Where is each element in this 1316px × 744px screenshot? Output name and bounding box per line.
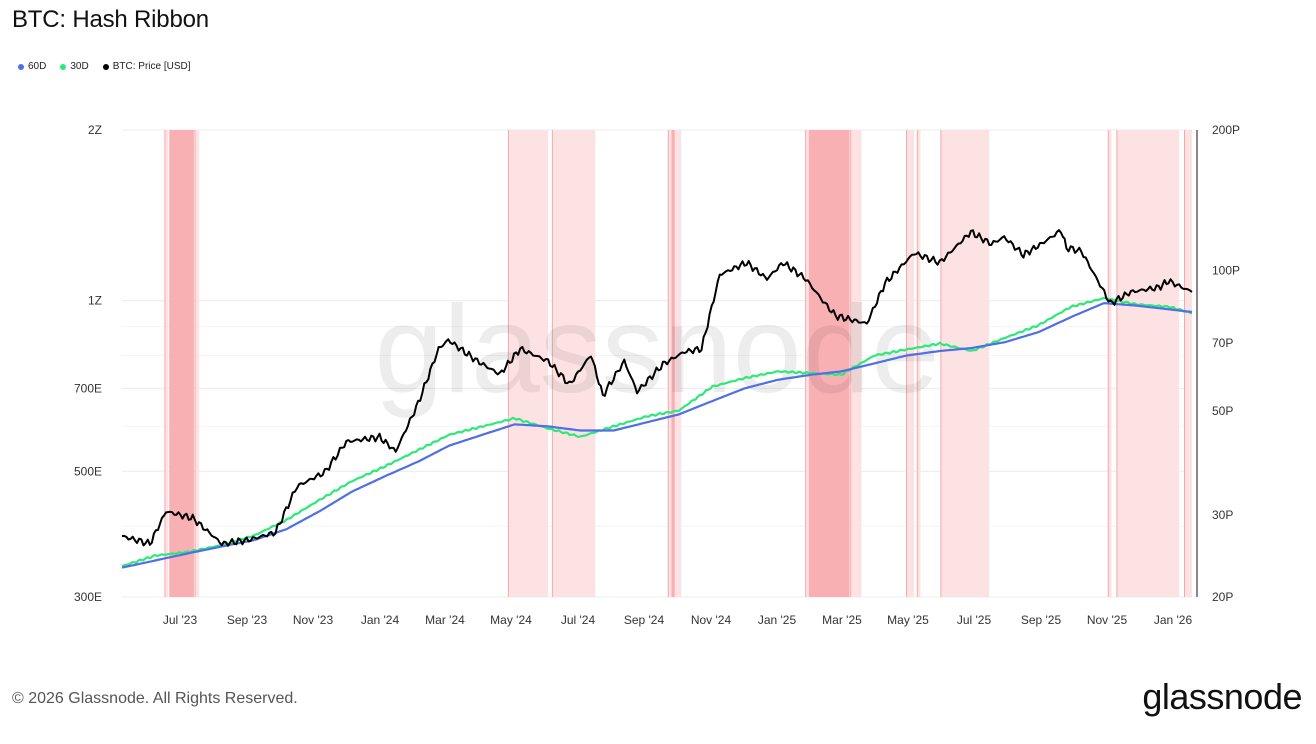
- copyright-footer: © 2026 Glassnode. All Rights Reserved.: [12, 690, 298, 707]
- legend-label-60d: 60D: [28, 61, 47, 72]
- capitulation-band: [552, 130, 596, 597]
- capitulation-band: [164, 130, 169, 597]
- legend-dot-price: [102, 63, 109, 70]
- capitulation-band: [917, 130, 921, 597]
- x-tick-label: Nov '24: [691, 613, 732, 627]
- x-tick-label: Mar '24: [425, 613, 465, 627]
- legend-item-30d[interactable]: 30D: [60, 61, 89, 72]
- x-tick-label: May '24: [490, 613, 532, 627]
- right-tick-label: 30P: [1212, 508, 1233, 522]
- x-tick-label: Jan '25: [758, 613, 797, 627]
- series-line-60d: [121, 302, 1193, 569]
- right-tick-label: 20P: [1212, 590, 1233, 604]
- x-tick-label: May '25: [887, 613, 929, 627]
- capitulation-band: [1108, 130, 1112, 597]
- x-tick-label: Sep '23: [227, 613, 268, 627]
- capitulation-band: [508, 130, 549, 597]
- x-tick-label: Jan '26: [1154, 613, 1193, 627]
- x-tick-label: Jul '24: [561, 613, 596, 627]
- capitulation-band: [1184, 130, 1192, 597]
- watermark: glassnode: [374, 281, 939, 419]
- capitulation-band: [906, 130, 915, 597]
- capitulation-band: [850, 130, 862, 597]
- x-tick-label: Jul '23: [163, 613, 198, 627]
- left-tick-label: 500E: [74, 464, 102, 478]
- legend-dot-30d: [60, 63, 67, 70]
- x-tick-label: Jan '24: [361, 613, 400, 627]
- left-tick-label: 2Z: [88, 123, 102, 137]
- legend-dot-60d: [18, 63, 24, 70]
- legend-label-price: BTC: Price [USD]: [112, 61, 191, 72]
- capitulation-band-dark: [169, 130, 194, 597]
- glassnode-logo: glassnode: [1142, 676, 1302, 717]
- capitulation-band: [1116, 130, 1180, 597]
- series-line-30d: [121, 296, 1193, 568]
- legend-label-30d: 30D: [70, 61, 89, 72]
- left-tick-label: 300E: [74, 590, 102, 604]
- x-tick-label: Nov '25: [1087, 613, 1128, 627]
- left-tick-label: 700E: [74, 381, 102, 395]
- series-line-btc-price-usd-: [121, 229, 1193, 547]
- x-tick-label: Sep '25: [1021, 613, 1062, 627]
- x-tick-label: Sep '24: [624, 613, 665, 627]
- capitulation-band: [940, 130, 990, 597]
- capitulation-band-dark: [671, 130, 675, 597]
- right-tick-label: 200P: [1212, 123, 1240, 137]
- left-tick-label: 1Z: [88, 294, 102, 308]
- right-tick-label: 100P: [1212, 264, 1240, 278]
- right-tick-label: 50P: [1212, 404, 1233, 418]
- legend-item-60d[interactable]: 60D: [18, 61, 46, 72]
- capitulation-band: [194, 130, 200, 597]
- chart-title: BTC: Hash Ribbon: [12, 6, 209, 33]
- x-tick-label: Mar '25: [822, 613, 862, 627]
- right-tick-label: 70P: [1212, 336, 1233, 350]
- x-tick-label: Jul '25: [957, 613, 992, 627]
- legend: 60D 30D BTC: Price [USD]: [18, 61, 191, 72]
- x-tick-label: Nov '23: [293, 613, 334, 627]
- capitulation-band-dark: [808, 130, 850, 597]
- legend-item-price[interactable]: BTC: Price [USD]: [102, 61, 191, 72]
